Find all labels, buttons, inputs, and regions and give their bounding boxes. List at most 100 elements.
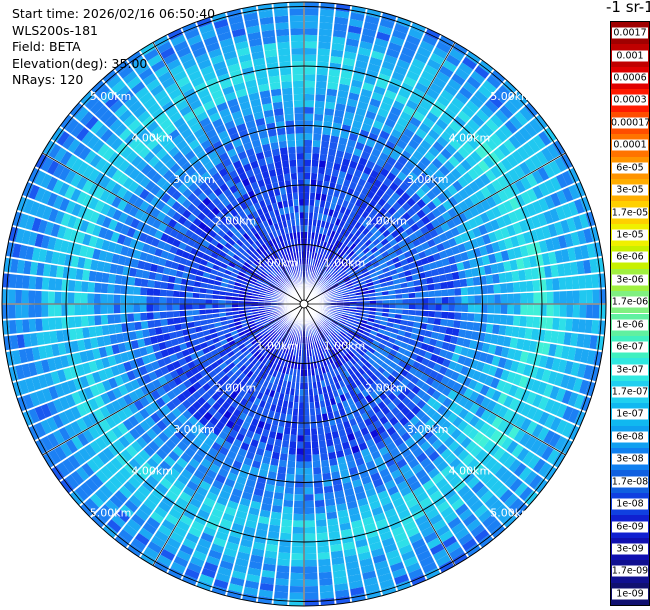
radar-gate-cell (330, 135, 339, 144)
radar-gate-cell (310, 186, 316, 193)
radar-gate-cell (586, 350, 596, 365)
radar-gate-cell (405, 326, 414, 333)
radar-gate-cell (304, 487, 314, 495)
radar-gate-cell (15, 319, 24, 334)
radar-gate-cell (421, 310, 429, 317)
radar-gate-cell (317, 427, 325, 435)
radar-gate-cell (269, 135, 278, 144)
radar-gate-cell (401, 314, 409, 321)
radar-gate-cell (304, 153, 312, 160)
radar-gate-cell (320, 147, 329, 155)
radar-gate-cell (513, 304, 521, 315)
radar-gate-cell (572, 377, 583, 393)
radar-gate-cell (61, 279, 69, 291)
radar-gate-cell (453, 320, 461, 329)
radar-gate-cell (69, 267, 77, 280)
radar-gate-cell (23, 147, 37, 164)
radar-gate-cell (161, 579, 178, 592)
radar-gate-cell (0, 353, 2, 368)
radar-gate-cell (315, 506, 326, 514)
radar-gate-cell (327, 154, 335, 163)
radar-gate-cell (293, 80, 304, 88)
radar-gate-cell (207, 597, 224, 606)
radar-gate-cell (402, 309, 409, 315)
radar-gate-cell (430, 579, 447, 592)
radar-gate-cell (565, 318, 573, 332)
radar-gate-cell (283, 499, 294, 508)
radar-gate-cell (491, 355, 501, 367)
radar-gate-cell (595, 335, 605, 351)
radar-gate-cell (544, 330, 552, 343)
radar-gate-cell (114, 274, 123, 285)
radar-gate-cell (441, 311, 449, 319)
radar-gate-cell (304, 579, 318, 587)
radar-gate-cell (545, 356, 555, 370)
radar-gate-cell (456, 337, 465, 346)
radar-gate-cell (113, 284, 122, 294)
radar-gate-cell (35, 276, 43, 290)
radar-gate-cell (432, 347, 442, 356)
radar-gate-cell (304, 500, 314, 508)
radar-gate-cell (286, 133, 295, 141)
radar-gate-cell (304, 126, 313, 134)
radar-gate-cell (382, 304, 390, 309)
radar-gate-cell (304, 87, 315, 95)
radar-gate-cell (534, 498, 549, 515)
radar-gate-cell (146, 288, 154, 296)
radar-gate-cell (273, 492, 284, 500)
radar-gate-cell (388, 308, 396, 314)
radar-gate-cell (309, 192, 316, 200)
radar-gate-cell (304, 467, 313, 475)
radar-gate-cell (347, 316, 355, 321)
radar-gate-cell (384, 597, 401, 606)
radar-gate-cell (304, 572, 318, 580)
radar-gate-cell (315, 87, 326, 95)
radar-gate-cell (496, 335, 505, 346)
radar-gate-cell (488, 365, 498, 377)
radar-gate-cell (304, 441, 312, 449)
radar-gate-cell (212, 299, 219, 304)
radar-gate-cell (40, 119, 54, 136)
radar-gate-cell (288, 447, 296, 455)
radar-gate-cell (323, 114, 334, 123)
radar-gate-cell (583, 334, 592, 349)
radar-gate-cell (290, 28, 304, 36)
radar-gate-cell (327, 445, 335, 454)
radar-gate-cell (304, 435, 311, 442)
radar-gate-cell (586, 304, 593, 319)
radar-gate-cell (324, 492, 335, 500)
radar-gate-cell (304, 546, 317, 554)
radar-gate-cell (95, 325, 103, 337)
radar-gate-cell (295, 126, 304, 134)
radar-gate-cell (326, 511, 338, 520)
radar-gate-cell (404, 331, 412, 339)
radar-gate-cell (493, 314, 501, 324)
radar-gate-cell (292, 533, 304, 541)
radar-gate-cell (142, 270, 150, 279)
radar-gate-cell (67, 304, 75, 316)
radar-gate-cell (279, 453, 288, 461)
radar-gate-cell (486, 314, 495, 324)
radar-gate-cell (297, 435, 304, 442)
radar-gate-cell (320, 9, 334, 17)
radar-gate-cell (313, 473, 322, 481)
radar-gate-cell (173, 283, 181, 291)
radar-gate-cell (397, 329, 406, 337)
radar-gate-cell (9, 320, 17, 334)
radar-gate-cell (315, 94, 326, 102)
radar-gate-cell (438, 326, 447, 334)
radar-gate-cell (304, 61, 316, 68)
radar-gate-cell (324, 108, 335, 116)
radar-gate-cell (498, 59, 515, 74)
radar-gate-cell (472, 350, 482, 361)
radar-gate-cell (426, 345, 435, 353)
radar-gate-cell (356, 304, 364, 307)
radar-gate-cell (267, 531, 280, 539)
radar-gate-cell (295, 474, 304, 482)
radar-gate-cell (429, 338, 438, 347)
radar-gate-cell (166, 318, 175, 326)
radar-gate-cell (589, 335, 598, 350)
radar-gate-cell (507, 348, 516, 360)
radar-gate-cell (546, 304, 554, 317)
